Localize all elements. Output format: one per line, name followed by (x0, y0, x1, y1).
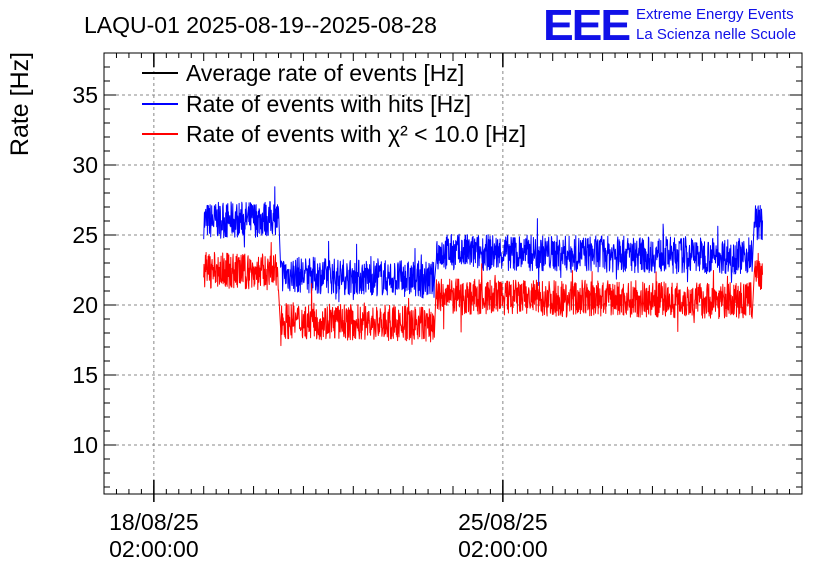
y-axis-label: Rate [Hz] (6, 52, 34, 156)
legend-label: Average rate of events [Hz] (186, 60, 464, 86)
x-tick-label-date: 18/08/25 (109, 509, 199, 535)
y-tick-label: 10 (72, 432, 98, 458)
logo-line-1: Extreme Energy Events (636, 6, 794, 23)
axes: 10152025303518/08/2502:00:0025/08/2502:0… (72, 52, 803, 562)
logo-line-2: La Scienza nelle Scuole (636, 26, 796, 43)
x-tick-label-time: 02:00:00 (458, 536, 548, 562)
y-tick-label: 35 (72, 82, 98, 108)
legend-label: Rate of events with hits [Hz] (186, 91, 471, 117)
y-tick-label: 15 (72, 362, 98, 388)
x-tick-label-time: 02:00:00 (109, 536, 199, 562)
series-layer (203, 186, 763, 347)
y-tick-label: 25 (72, 222, 98, 248)
x-tick-label-date: 25/08/25 (458, 509, 548, 535)
logo-text: EEE (543, 1, 630, 50)
y-tick-label: 30 (72, 152, 98, 178)
series-line-hits (203, 186, 763, 303)
legend: Average rate of events [Hz] Rate of event… (142, 60, 526, 147)
eee-logo: EEE Extreme Energy Events La Scienza nel… (543, 1, 796, 50)
chart-title: LAQU-01 2025-08-19--2025-08-28 (84, 12, 437, 38)
series-line-chi2 (203, 242, 763, 347)
legend-label: Rate of events with χ² < 10.0 [Hz] (186, 121, 526, 147)
y-tick-label: 20 (72, 292, 98, 318)
